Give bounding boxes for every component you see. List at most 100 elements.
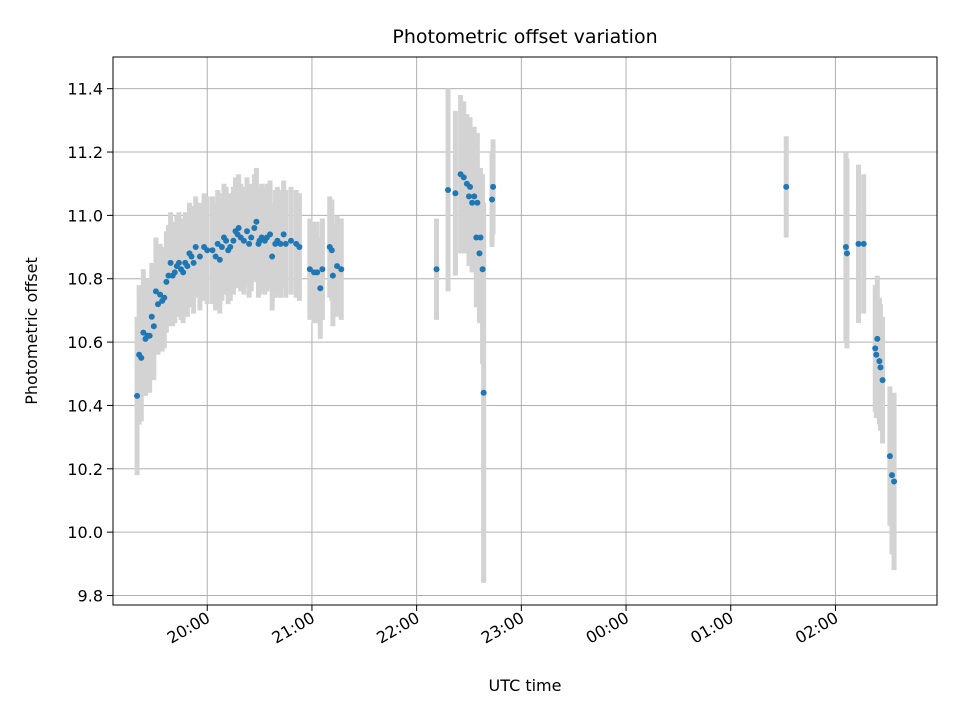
data-point bbox=[165, 272, 172, 279]
data-point bbox=[876, 358, 883, 365]
y-axis-label: Photometric offset bbox=[22, 257, 41, 405]
data-point bbox=[474, 199, 481, 206]
y-tick-label: 10.0 bbox=[67, 523, 103, 542]
data-points bbox=[134, 171, 898, 485]
data-point bbox=[277, 240, 284, 247]
data-point bbox=[180, 269, 187, 276]
data-point bbox=[267, 231, 274, 238]
data-point bbox=[161, 294, 168, 301]
data-point bbox=[140, 329, 147, 336]
data-point bbox=[246, 240, 253, 247]
data-point bbox=[280, 231, 287, 238]
data-point bbox=[476, 250, 483, 257]
data-point bbox=[287, 237, 294, 244]
y-tick-label: 11.2 bbox=[67, 143, 103, 162]
data-point bbox=[855, 240, 862, 247]
y-tick-label: 10.6 bbox=[67, 333, 103, 352]
data-point bbox=[891, 478, 898, 485]
data-point bbox=[216, 256, 223, 263]
chart-title: Photometric offset variation bbox=[392, 26, 657, 48]
data-point bbox=[296, 244, 303, 251]
data-point bbox=[171, 269, 178, 276]
data-point bbox=[479, 266, 486, 273]
data-point bbox=[244, 228, 251, 235]
data-point bbox=[328, 247, 335, 254]
data-point bbox=[877, 364, 884, 371]
data-point bbox=[860, 240, 867, 247]
data-point bbox=[251, 225, 258, 232]
data-point bbox=[338, 266, 345, 273]
data-point bbox=[150, 323, 157, 330]
data-point bbox=[874, 335, 881, 342]
data-point bbox=[167, 259, 174, 266]
plot-frame bbox=[112, 56, 938, 606]
data-point bbox=[218, 244, 225, 251]
data-point bbox=[306, 266, 313, 273]
y-tick-label: 11.0 bbox=[67, 206, 103, 225]
data-point bbox=[190, 259, 197, 266]
data-point bbox=[212, 253, 219, 260]
x-axis-label: UTC time bbox=[489, 676, 562, 695]
data-point bbox=[204, 247, 211, 254]
data-point bbox=[192, 244, 199, 251]
data-point bbox=[223, 237, 230, 244]
y-tick-label: 10.4 bbox=[67, 396, 103, 415]
data-point bbox=[175, 259, 182, 266]
data-point bbox=[469, 199, 476, 206]
data-point bbox=[146, 332, 153, 339]
data-point bbox=[329, 272, 336, 279]
data-point bbox=[317, 285, 324, 292]
data-point bbox=[134, 392, 141, 399]
data-point bbox=[843, 250, 850, 257]
y-tick-label: 10.8 bbox=[67, 270, 103, 289]
data-point bbox=[471, 193, 478, 200]
data-point bbox=[253, 218, 260, 225]
data-point bbox=[452, 190, 459, 197]
data-point bbox=[314, 269, 321, 276]
data-point bbox=[465, 193, 472, 200]
data-point bbox=[152, 288, 159, 295]
data-point bbox=[282, 240, 289, 247]
data-point bbox=[184, 263, 191, 270]
data-point bbox=[269, 253, 276, 260]
data-point bbox=[196, 253, 203, 260]
data-point bbox=[157, 291, 164, 298]
data-point bbox=[783, 183, 790, 190]
data-point bbox=[230, 237, 237, 244]
data-point bbox=[467, 183, 474, 190]
y-tick-label: 9.8 bbox=[78, 586, 103, 605]
data-point bbox=[235, 225, 242, 232]
data-point bbox=[188, 253, 195, 260]
data-point bbox=[334, 263, 341, 270]
data-point bbox=[888, 472, 895, 479]
y-tick-label: 11.4 bbox=[67, 80, 103, 99]
data-point bbox=[872, 345, 879, 352]
y-axis: 9.8 10.0 10.2 10.4 10.6 10.8 11.0 11.2 11.4 bbox=[67, 80, 113, 605]
data-point bbox=[460, 174, 467, 181]
data-point bbox=[879, 377, 886, 384]
data-point bbox=[227, 244, 234, 251]
data-point bbox=[873, 351, 880, 358]
grid bbox=[113, 57, 937, 605]
data-point bbox=[480, 389, 487, 396]
data-point bbox=[214, 240, 221, 247]
data-point bbox=[138, 354, 145, 361]
y-tick-label: 10.2 bbox=[67, 460, 103, 479]
data-point bbox=[489, 196, 496, 203]
data-point bbox=[490, 183, 497, 190]
data-point bbox=[477, 234, 484, 241]
data-point bbox=[209, 247, 216, 254]
data-point bbox=[886, 453, 893, 460]
data-point bbox=[248, 234, 255, 241]
data-point bbox=[445, 187, 452, 194]
data-point bbox=[319, 266, 326, 273]
data-point bbox=[473, 234, 480, 241]
data-point bbox=[842, 244, 849, 251]
data-point bbox=[148, 313, 155, 320]
data-point bbox=[155, 301, 162, 308]
data-point bbox=[433, 266, 440, 273]
data-point bbox=[163, 278, 170, 285]
data-point bbox=[240, 237, 247, 244]
